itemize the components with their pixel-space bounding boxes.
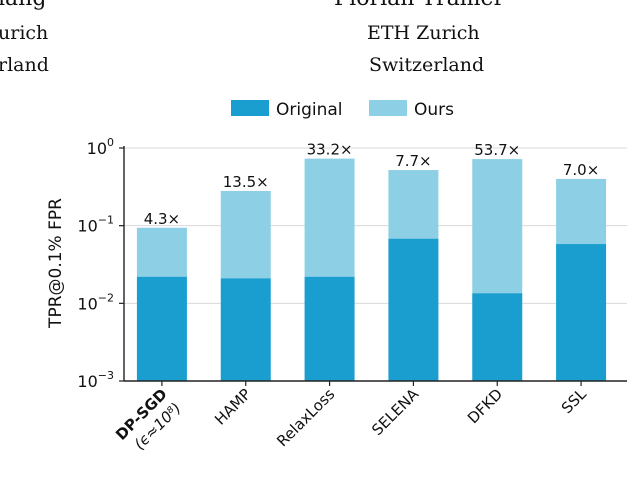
bar-original [472, 293, 523, 381]
y-axis-label: TPR@0.1% FPR [46, 198, 66, 329]
bar-ours [388, 170, 439, 239]
bar-ours [472, 159, 523, 294]
grid-lines [124, 147, 627, 304]
x-tick-label: SELENA [368, 385, 422, 439]
bar-ours [136, 227, 187, 277]
bar-original [388, 238, 439, 381]
bar-ours [556, 178, 607, 245]
bar-annotation: 53.7× [474, 141, 520, 159]
legend: Original Ours [231, 100, 454, 120]
right-author-affiliation: ETH Zurich [367, 22, 480, 44]
bar-ours [220, 190, 271, 279]
legend-label-original: Original [276, 100, 343, 120]
bar-original [304, 276, 355, 381]
bar-original [220, 278, 271, 381]
axes [119, 146, 627, 386]
bar-annotation: 4.3× [144, 210, 180, 228]
x-tick-label: SSL [558, 385, 591, 418]
right-author-name: Florian Tramèr [334, 0, 504, 11]
bar-annotation: 33.2× [307, 141, 353, 159]
legend-label-ours: Ours [414, 100, 454, 120]
y-tick-label: 10−2 [77, 291, 114, 313]
y-tick-label: 10−1 [77, 214, 114, 236]
x-tick-label: HAMP [211, 385, 255, 429]
left-author-name: iang [0, 0, 46, 11]
y-tick-label: 100 [87, 136, 114, 158]
bar-annotation: 7.0× [563, 161, 599, 179]
bar-ours [304, 158, 355, 277]
left-author-affiliation: urich [0, 22, 49, 44]
y-tick-label: 10−3 [77, 369, 114, 391]
left-author-country: rland [0, 54, 49, 76]
bar-original [136, 276, 187, 381]
bar-original [556, 244, 607, 381]
bars [136, 158, 607, 381]
x-tick-label: RelaxLoss [273, 385, 338, 450]
legend-swatch-original [231, 100, 269, 116]
bar-annotation: 7.7× [395, 152, 431, 170]
right-author-country: Switzerland [369, 54, 485, 76]
x-tick-label: DFKD [464, 385, 506, 427]
bar-annotation: 13.5× [223, 173, 269, 191]
legend-swatch-ours [369, 100, 407, 116]
